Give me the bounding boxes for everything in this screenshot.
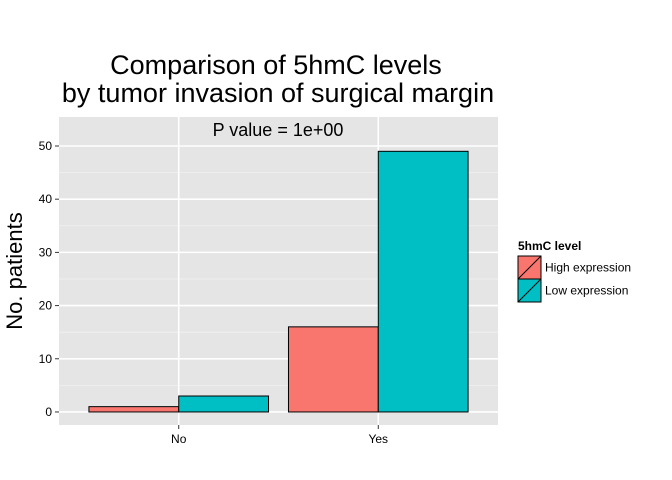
y-axis-title: No. patients bbox=[2, 212, 27, 329]
bar-high-expression-no bbox=[88, 406, 180, 413]
p-value-annotation: P value = 1e+00 bbox=[213, 120, 344, 140]
y-tick-label: 40 bbox=[39, 192, 53, 206]
chart-title-line-1: Comparison of 5hmC levels bbox=[110, 50, 442, 80]
bar-low-expression-no bbox=[178, 395, 270, 413]
x-axis: No Yes bbox=[171, 425, 388, 446]
bar-low-expression-yes bbox=[377, 150, 469, 413]
y-tick-label: 10 bbox=[39, 352, 53, 366]
y-tick-label: 0 bbox=[45, 405, 52, 419]
bars bbox=[88, 150, 469, 413]
y-tick-label: 30 bbox=[39, 245, 53, 259]
legend-key-slash bbox=[517, 278, 542, 303]
y-tick-label: 50 bbox=[39, 139, 53, 153]
y-tick-label: 20 bbox=[39, 299, 53, 313]
chart-title: Comparison of 5hmC levels by tumor invas… bbox=[62, 50, 494, 108]
legend-title: 5hmC level bbox=[518, 239, 581, 253]
chart-title-line-2: by tumor invasion of surgical margin bbox=[62, 78, 494, 108]
legend: 5hmC level High expression Low expression bbox=[517, 239, 631, 303]
x-tick-label: No bbox=[171, 432, 187, 446]
bar-high-expression-yes bbox=[287, 326, 379, 413]
legend-label: High expression bbox=[545, 261, 631, 275]
legend-label: Low expression bbox=[545, 284, 628, 298]
y-axis: 0 10 20 30 40 50 bbox=[39, 139, 59, 419]
x-tick-label: Yes bbox=[368, 432, 388, 446]
legend-key-slash bbox=[517, 255, 542, 280]
